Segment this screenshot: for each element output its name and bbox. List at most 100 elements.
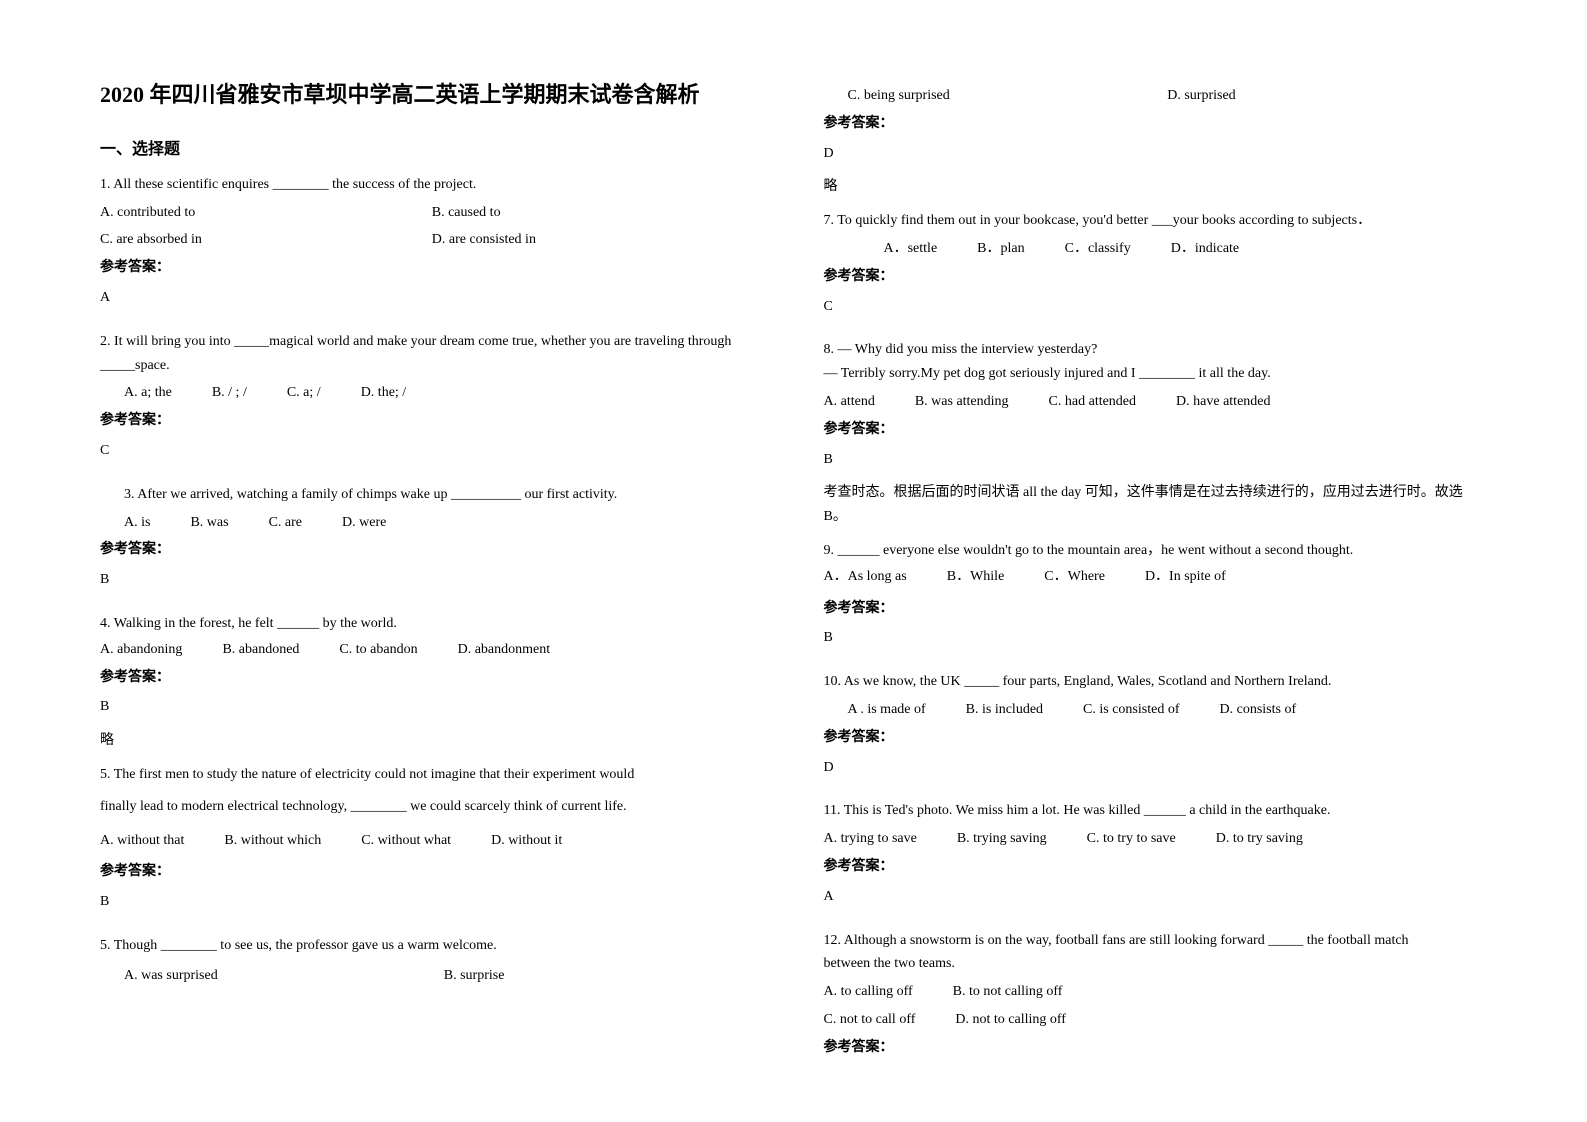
q5-answer: B <box>100 890 764 914</box>
q12-opt-c: C. not to call off <box>824 1008 916 1032</box>
question-10: 10. As we know, the UK _____ four parts,… <box>824 670 1488 789</box>
answer-label: 参考答案： <box>824 265 1488 289</box>
q11-opt-d: D. to try saving <box>1216 827 1303 851</box>
q5-stem2: finally lead to modern electrical techno… <box>100 795 764 819</box>
q4-omit: 略 <box>100 729 764 753</box>
q5-stem1: 5. The first men to study the nature of … <box>100 763 764 787</box>
q11-opt-a: A. trying to save <box>824 827 917 851</box>
answer-label: 参考答案： <box>824 112 1488 136</box>
q8-opt-b: B. was attending <box>915 390 1009 414</box>
q8-stem2: — Terribly sorry.My pet dog got seriousl… <box>824 362 1488 386</box>
q8-opt-d: D. have attended <box>1176 390 1270 414</box>
q7-answer: C <box>824 295 1488 319</box>
q9-answer: B <box>824 626 1488 650</box>
q2-opt-d: D. the; / <box>361 381 407 405</box>
question-3: 3. After we arrived, watching a family o… <box>100 483 764 602</box>
q4-stem: 4. Walking in the forest, he felt ______… <box>100 612 764 636</box>
question-2: 2. It will bring you into _____magical w… <box>100 330 764 473</box>
answer-label: 参考答案： <box>824 597 1488 621</box>
q11-opt-c: C. to try to save <box>1087 827 1176 851</box>
answer-label: 参考答案： <box>824 855 1488 879</box>
question-11: 11. This is Ted's photo. We miss him a l… <box>824 799 1488 918</box>
q8-explain: 考查时态。根据后面的时间状语 all the day 可知，这件事情是在过去持续… <box>824 481 1488 529</box>
q12-stem2: between the two teams. <box>824 952 1488 976</box>
q2-opt-c: C. a; / <box>287 381 321 405</box>
question-8: 8. — Why did you miss the interview yest… <box>824 338 1488 529</box>
q4-opt-c: C. to abandon <box>339 638 417 662</box>
q6-opt-a: A. was surprised <box>124 964 444 988</box>
question-6-cont: C. being surprised D. surprised 参考答案： D … <box>824 80 1488 199</box>
q4-opt-a: A. abandoning <box>100 638 182 662</box>
answer-label: 参考答案： <box>824 418 1488 442</box>
q10-answer: D <box>824 756 1488 780</box>
answer-label: 参考答案： <box>824 726 1488 750</box>
q8-opt-c: C. had attended <box>1049 390 1136 414</box>
q12-stem1: 12. Although a snowstorm is on the way, … <box>824 929 1488 953</box>
q7-opt-a: A．settle <box>884 237 938 261</box>
q1-opt-b: B. caused to <box>432 201 764 225</box>
q1-opt-a: A. contributed to <box>100 201 432 225</box>
answer-label: 参考答案： <box>100 860 764 884</box>
q11-opt-b: B. trying saving <box>957 827 1047 851</box>
q9-opt-b: B．While <box>947 565 1005 589</box>
q12-opt-a: A. to calling off <box>824 980 913 1004</box>
q1-stem: 1. All these scientific enquires _______… <box>100 173 764 197</box>
answer-label: 参考答案： <box>824 1036 1488 1060</box>
section-heading: 一、选择题 <box>100 135 764 159</box>
q3-opt-a: A. is <box>124 511 150 535</box>
q7-opt-c: C．classify <box>1065 237 1131 261</box>
question-9: 9. ______ everyone else wouldn't go to t… <box>824 539 1488 660</box>
q10-opt-b: B. is included <box>966 698 1043 722</box>
q7-stem: 7. To quickly find them out in your book… <box>824 209 1488 233</box>
q5-opt-c: C. without what <box>361 829 451 853</box>
q7-opt-d: D．indicate <box>1171 237 1239 261</box>
q6-answer: D <box>824 142 1488 166</box>
q1-opt-c: C. are absorbed in <box>100 228 432 252</box>
q3-opt-d: D. were <box>342 511 386 535</box>
q1-answer: A <box>100 286 764 310</box>
q3-stem: 3. After we arrived, watching a family o… <box>124 483 764 507</box>
doc-title: 2020 年四川省雅安市草坝中学高二英语上学期期末试卷含解析 <box>100 80 764 111</box>
q2-answer: C <box>100 439 764 463</box>
question-7: 7. To quickly find them out in your book… <box>824 209 1488 328</box>
q5-opt-b: B. without which <box>224 829 321 853</box>
q12-opt-d: D. not to calling off <box>955 1008 1066 1032</box>
q8-answer: B <box>824 448 1488 472</box>
q9-opt-c: C．Where <box>1044 565 1105 589</box>
answer-label: 参考答案： <box>100 538 764 562</box>
q5-opt-a: A. without that <box>100 829 184 853</box>
q2-opt-a: A. a; the <box>124 381 172 405</box>
q4-answer: B <box>100 695 764 719</box>
q8-opt-a: A. attend <box>824 390 875 414</box>
q10-opt-c: C. is consisted of <box>1083 698 1179 722</box>
q4-opt-d: D. abandonment <box>458 638 551 662</box>
right-column: C. being surprised D. surprised 参考答案： D … <box>824 80 1488 1082</box>
q6-opt-c: C. being surprised <box>848 84 1168 108</box>
answer-label: 参考答案： <box>100 409 764 433</box>
q2-stem: 2. It will bring you into _____magical w… <box>100 330 764 378</box>
q3-opt-b: B. was <box>190 511 228 535</box>
q1-opt-d: D. are consisted in <box>432 228 764 252</box>
q3-opt-c: C. are <box>269 511 302 535</box>
answer-label: 参考答案： <box>100 256 764 280</box>
q6-omit: 略 <box>824 175 1488 199</box>
q9-stem: 9. ______ everyone else wouldn't go to t… <box>824 539 1488 563</box>
question-4: 4. Walking in the forest, he felt ______… <box>100 612 764 753</box>
q6-opt-b: B. surprise <box>444 964 764 988</box>
q9-opt-a: A．As long as <box>824 565 907 589</box>
q7-opt-b: B．plan <box>977 237 1024 261</box>
q10-opt-a: A . is made of <box>848 698 926 722</box>
q2-opt-b: B. / ; / <box>212 381 247 405</box>
question-5: 5. The first men to study the nature of … <box>100 763 764 924</box>
q12-opt-b: B. to not calling off <box>953 980 1063 1004</box>
q9-opt-d: D．In spite of <box>1145 565 1226 589</box>
q6-opt-d: D. surprised <box>1167 84 1487 108</box>
q5-opt-d: D. without it <box>491 829 562 853</box>
q10-opt-d: D. consists of <box>1220 698 1297 722</box>
question-1: 1. All these scientific enquires _______… <box>100 173 764 320</box>
answer-label: 参考答案： <box>100 666 764 690</box>
q6-stem: 5. Though ________ to see us, the profes… <box>100 934 764 958</box>
question-6: 5. Though ________ to see us, the profes… <box>100 934 764 992</box>
q8-stem1: 8. — Why did you miss the interview yest… <box>824 338 1488 362</box>
q4-opt-b: B. abandoned <box>222 638 299 662</box>
